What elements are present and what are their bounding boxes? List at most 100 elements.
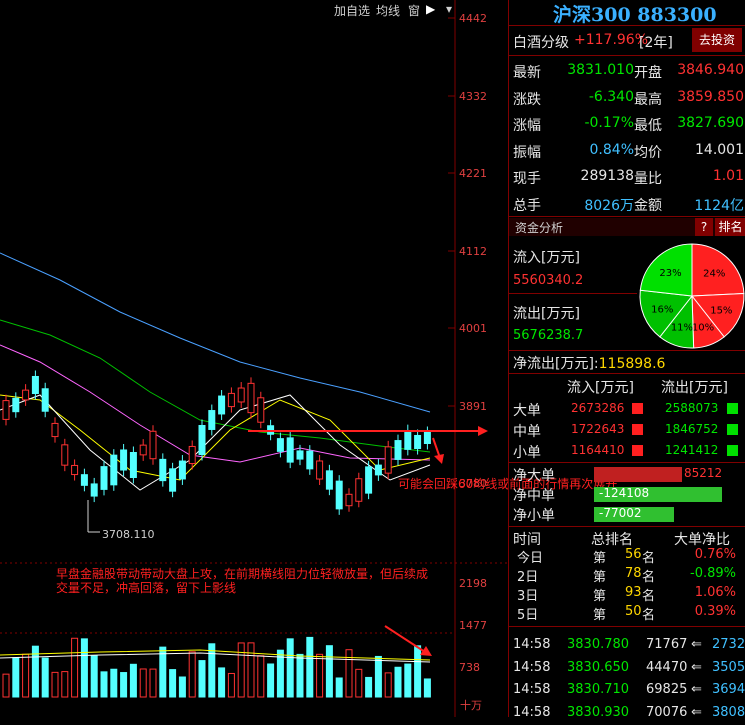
- candle-body: [139, 444, 147, 456]
- net-outflow-label: 净流出[万元]:: [513, 356, 599, 372]
- moving-average-line: [0, 319, 431, 453]
- volume-bar: [188, 651, 196, 698]
- volume-bar: [90, 655, 98, 698]
- net-row: 净中单 -124108: [509, 484, 745, 504]
- quote-row: 振幅 0.84% 均价 14.001: [509, 138, 745, 164]
- rank-pct: 1.06%: [694, 585, 736, 600]
- candle-body: [51, 422, 59, 438]
- tick-time: 14:58: [513, 637, 551, 652]
- help-button[interactable]: ?: [695, 218, 713, 236]
- rank-number: 93: [625, 585, 642, 600]
- tick-time: 14:58: [513, 704, 551, 720]
- candle-body: [110, 454, 118, 486]
- tick-row: 14:58 3830.650 44470 ⇐ 3505: [509, 658, 745, 680]
- tick-row: 14:58 3830.710 69825 ⇐ 3694: [509, 680, 745, 702]
- outflow-label: 流出[万元]: [513, 306, 580, 322]
- moving-average-line: [0, 252, 431, 413]
- rank-row: 2日 第 78 名 -0.89%: [509, 565, 745, 585]
- flow-in-marker: [632, 403, 643, 414]
- net-bar: [594, 487, 722, 502]
- add-watch-button[interactable]: 加自选: [334, 4, 371, 18]
- tick-extra: 3694: [712, 682, 745, 697]
- candle-body: [149, 430, 157, 460]
- quote-value: 14.001: [695, 141, 744, 158]
- pie-slice: [639, 289, 693, 338]
- quote-value: 8026万: [584, 197, 634, 214]
- ma-button[interactable]: 均线: [376, 4, 401, 18]
- flow-head-out: 流出[万元]: [661, 380, 728, 396]
- rank-time: 今日: [517, 551, 544, 566]
- quote-value: 289138: [580, 168, 634, 184]
- tick-price: 3830.650: [567, 659, 630, 675]
- rank-row: 3日 第 93 名 1.06%: [509, 584, 745, 604]
- rank-button[interactable]: 排名: [715, 218, 745, 236]
- volume-ma: [0, 652, 431, 663]
- net-outflow-value: 115898.6: [598, 356, 666, 372]
- flow-head-in: 流入[万元]: [567, 380, 634, 396]
- candle-body: [296, 450, 304, 460]
- rank-head-net: 大单净比: [674, 532, 730, 548]
- flow-row: 大单 2673286 2588073: [509, 398, 745, 419]
- rank-number: 56: [625, 547, 642, 562]
- candle-body: [325, 470, 333, 490]
- stock-title: 沪深300 883300: [553, 4, 717, 26]
- window-button[interactable]: 窗: [408, 4, 421, 18]
- volume-bar: [335, 677, 343, 698]
- quote-value: -0.17%: [584, 115, 634, 131]
- flow-out-value: 2588073: [665, 401, 719, 415]
- sector-row: 白酒分级 +117.96% [2年]: [509, 28, 745, 54]
- volume-bar: [247, 642, 255, 698]
- volume-bar: [41, 657, 49, 698]
- volume-bar: [31, 645, 39, 698]
- rank-prefix: 第: [593, 551, 607, 566]
- net-value: 85212: [684, 466, 723, 480]
- rank-suffix: 名: [642, 589, 656, 604]
- arrow-menu-icon[interactable]: ▶︎: [426, 2, 436, 16]
- net-row: 净小单 -77002: [509, 504, 745, 524]
- flow-out-value: 1846752: [665, 422, 719, 436]
- kline-chart[interactable]: 加自选 均线 窗 ▶︎ ▾ 4442 4332 4221 4112 4001 3…: [0, 0, 617, 717]
- quote-value: 1124亿: [694, 197, 744, 214]
- candle-body: [355, 478, 363, 502]
- invest-button[interactable]: 去投资: [692, 28, 742, 52]
- volume-bar: [71, 637, 79, 698]
- quote-label: 振幅: [513, 144, 541, 161]
- sector-pct: +117.96%: [574, 32, 649, 48]
- pie-slice-label: 10%: [692, 322, 714, 333]
- more-menu-button[interactable]: ▾: [446, 2, 453, 16]
- volume-bar: [267, 663, 275, 698]
- inflow-value: 5560340.2: [513, 273, 584, 288]
- kline-canvas[interactable]: [0, 0, 508, 717]
- quote-label: 均价: [634, 144, 662, 161]
- net-label: 净中单: [513, 488, 555, 504]
- volume-bar: [51, 671, 59, 698]
- candle-body: [218, 395, 226, 415]
- candle-body: [306, 450, 314, 470]
- volume-bar: [139, 668, 147, 698]
- candle-body: [159, 458, 167, 482]
- quote-row: 最新 3831.010 开盘 3846.940: [509, 58, 745, 84]
- moving-average-line: [0, 394, 431, 491]
- candle-body: [22, 389, 30, 401]
- quote-label: 总手: [513, 197, 541, 214]
- candle-body: [12, 397, 20, 413]
- tick-volume: 70076: [646, 704, 688, 720]
- flow-out-marker: [727, 403, 738, 414]
- rank-time: 5日: [517, 608, 539, 623]
- volume-ma: [0, 649, 431, 661]
- candle-body: [345, 493, 353, 507]
- tick-time: 14:58: [513, 682, 551, 697]
- tick-price: 3830.780: [567, 637, 630, 652]
- volume-bar: [316, 653, 324, 698]
- flow-in-value: 1722643: [571, 422, 625, 436]
- candle-body: [61, 444, 69, 466]
- rank-row: 今日 第 56 名 0.76%: [509, 546, 745, 566]
- tick-extra: 2732: [712, 637, 745, 652]
- fund-pie-chart: 24% 15% 10%11% 16% 23%: [639, 243, 745, 349]
- rank-row: 5日 第 50 名 0.39%: [509, 603, 745, 623]
- candle-body: [286, 437, 294, 463]
- net-bar: [594, 507, 674, 522]
- candle-body: [169, 468, 177, 492]
- candle-body: [316, 460, 324, 480]
- volume-bar: [80, 638, 88, 698]
